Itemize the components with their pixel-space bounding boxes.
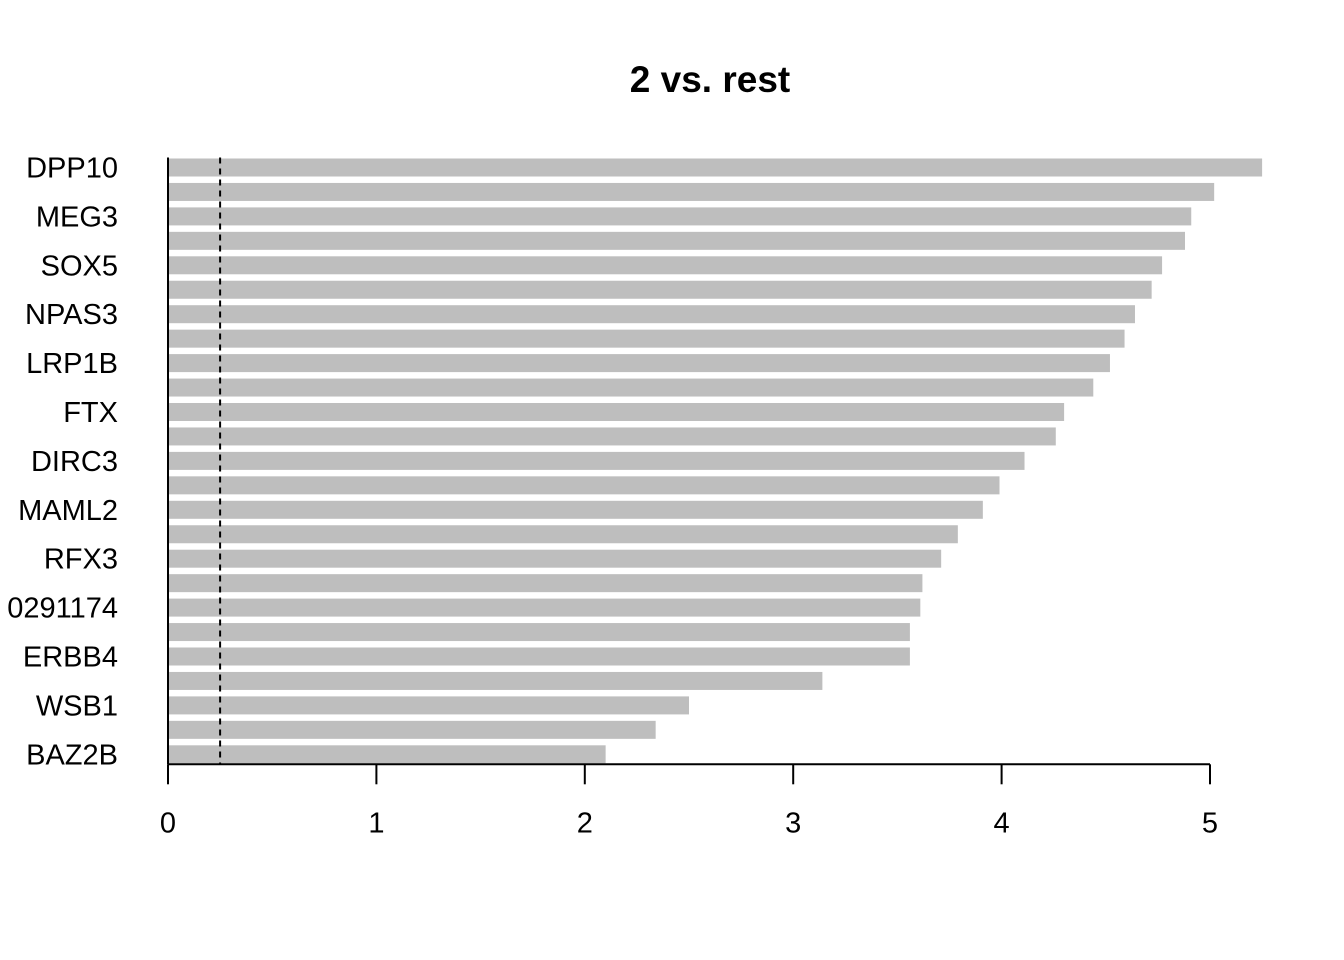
bar-16 (168, 549, 942, 568)
y-tick-label: FTX (63, 397, 118, 429)
bar-24 (168, 745, 606, 764)
bar-10 (168, 403, 1065, 421)
y-tick-label: DIRC3 (31, 446, 118, 478)
x-tick-label: 1 (368, 807, 384, 839)
bar-20 (168, 647, 910, 666)
x-tick-label: 0 (160, 807, 176, 839)
x-tick-label: 2 (577, 807, 593, 839)
bar-0 (168, 158, 1263, 177)
bar-9 (168, 378, 1094, 397)
bar-19 (168, 623, 910, 642)
y-tick-label: LRP1B (26, 348, 118, 380)
y-tick-label: 0291174 (7, 593, 118, 625)
y-tick-label: SOX5 (41, 250, 118, 282)
y-tick-label: DPP10 (26, 153, 118, 185)
bar-23 (168, 720, 656, 739)
y-tick-label: ERBB4 (23, 642, 118, 674)
bar-6 (168, 305, 1135, 324)
x-tick-label: 4 (994, 807, 1010, 839)
bar-13 (168, 476, 1000, 495)
bar-11 (168, 427, 1056, 446)
bar-8 (168, 354, 1110, 373)
bar-15 (168, 525, 958, 544)
bar-7 (168, 329, 1125, 348)
bar-22 (168, 696, 689, 715)
x-axis: 0 1 2 3 4 5 (160, 763, 1218, 839)
x-tick-label: 3 (785, 807, 801, 839)
bar-4 (168, 256, 1163, 275)
bars-group (168, 158, 1263, 764)
chart-title: 2 vs. rest (630, 59, 790, 100)
bar-21 (168, 671, 823, 690)
y-tick-label: MEG3 (36, 201, 118, 233)
y-tick-label: WSB1 (36, 690, 118, 722)
y-tick-label: BAZ2B (26, 739, 118, 771)
y-tick-label: MAML2 (18, 495, 118, 527)
bar-18 (168, 598, 921, 617)
bar-14 (168, 500, 983, 519)
y-axis: DPP10 MEG3 SOX5 NPAS3 LRP1B FTX DIRC3 MAML2 RFX3… (7, 153, 169, 771)
y-tick-label: RFX3 (44, 544, 118, 576)
bar-2 (168, 207, 1192, 226)
bar-5 (168, 280, 1152, 299)
bar-17 (168, 574, 923, 593)
bar-12 (168, 451, 1025, 470)
bar-1 (168, 182, 1215, 201)
y-tick-label: NPAS3 (25, 299, 118, 331)
x-tick-label: 5 (1202, 807, 1218, 839)
bar-3 (168, 231, 1185, 250)
